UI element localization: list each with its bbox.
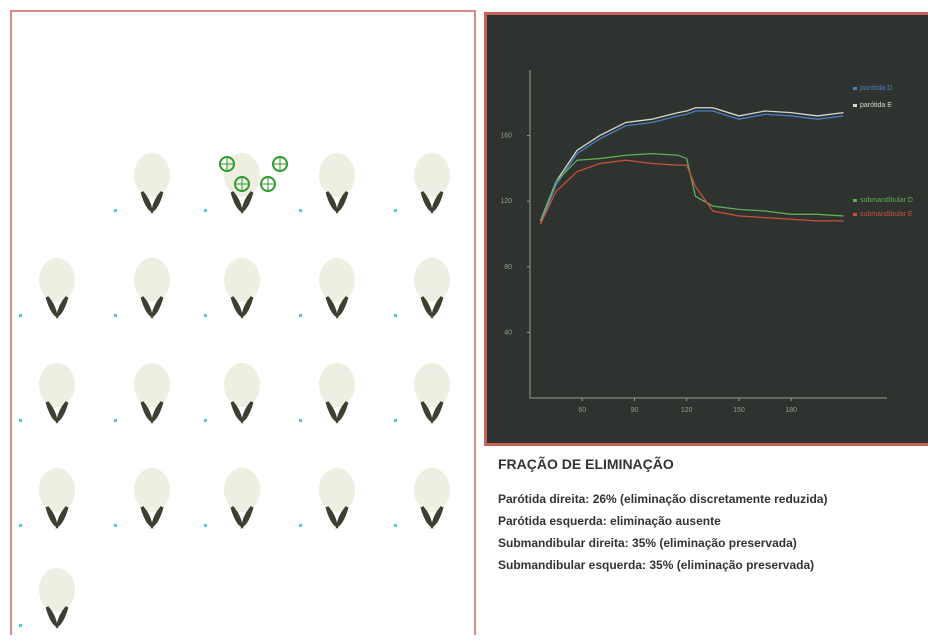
frame-marker — [394, 314, 397, 317]
legend-label: submandibular D — [860, 197, 913, 204]
report-line: Parótida esquerda: eliminação ausente — [498, 514, 928, 528]
head-silhouette — [39, 258, 75, 302]
frame-marker — [394, 419, 397, 422]
series-line — [540, 108, 843, 221]
head-silhouette — [134, 363, 170, 407]
x-tick-label: 120 — [681, 407, 693, 414]
frame-marker — [114, 314, 117, 317]
legend-label: submandibular E — [860, 211, 913, 218]
frame-grid-panel — [10, 10, 476, 635]
head-silhouette — [414, 468, 450, 512]
frame-marker — [394, 209, 397, 212]
report-heading: FRAÇÃO DE ELIMINAÇÃO — [498, 456, 928, 472]
series-line — [540, 111, 843, 224]
x-tick-label: 150 — [733, 407, 745, 414]
legend-label: parótida D — [860, 85, 892, 92]
report-line: Parótida direita: 26% (eliminação discre… — [498, 492, 928, 506]
line-text: eliminação ausente — [610, 514, 721, 528]
head-silhouette — [39, 568, 75, 612]
head-silhouette — [134, 468, 170, 512]
frame-marker — [19, 314, 22, 317]
frame-marker — [114, 524, 117, 527]
legend-swatch — [853, 213, 857, 216]
chart-panel: 40 80 120 160 60 90 120 150 180 parótida D parótid… — [484, 12, 928, 446]
head-silhouette — [319, 153, 355, 197]
frame-marker — [19, 524, 22, 527]
head-silhouette — [224, 258, 260, 302]
frame-marker — [299, 209, 302, 212]
head-silhouette — [319, 258, 355, 302]
series-line — [540, 154, 843, 221]
report-lines: Parótida direita: 26% (eliminação discre… — [498, 492, 928, 572]
frame-marker — [204, 314, 207, 317]
page: 40 80 120 160 60 90 120 150 180 parótida D parótid… — [0, 0, 928, 635]
frame-marker — [299, 419, 302, 422]
report-line: Submandibular esquerda: 35% (eliminação … — [498, 558, 928, 572]
head-silhouette — [134, 153, 170, 197]
frame-marker — [204, 524, 207, 527]
line-label: Submandibular direita: — [498, 536, 629, 550]
line-text: 26% (eliminação discretamente reduzida) — [593, 492, 828, 506]
frame-marker — [114, 419, 117, 422]
frame-marker — [299, 314, 302, 317]
legend-swatch — [853, 199, 857, 202]
chart: 40 80 120 160 60 90 120 150 180 parótida D parótid… — [487, 15, 928, 446]
line-label: Parótida esquerda: — [498, 514, 607, 528]
frame-marker — [204, 209, 207, 212]
head-silhouette — [224, 363, 260, 407]
report: FRAÇÃO DE ELIMINAÇÃO Parótida direita: 2… — [498, 456, 928, 580]
head-silhouette — [39, 468, 75, 512]
x-tick-label: 90 — [631, 407, 639, 414]
line-label: Submandibular esquerda: — [498, 558, 646, 572]
frame-marker — [114, 209, 117, 212]
head-silhouette — [414, 258, 450, 302]
y-tick-label: 40 — [504, 329, 512, 336]
line-text: 35% (eliminação preservada) — [632, 536, 797, 550]
x-tick-label: 60 — [578, 407, 586, 414]
frame-marker — [394, 524, 397, 527]
head-silhouette — [319, 468, 355, 512]
y-tick-label: 160 — [500, 133, 512, 140]
frame-marker — [19, 419, 22, 422]
legend-label: parótida E — [860, 102, 892, 109]
head-silhouette — [414, 363, 450, 407]
report-line: Submandibular direita: 35% (eliminação p… — [498, 536, 928, 550]
frame-marker — [204, 419, 207, 422]
y-tick-label: 120 — [500, 198, 512, 205]
line-label: Parótida direita: — [498, 492, 589, 506]
frame-marker — [19, 624, 22, 627]
head-silhouette — [39, 363, 75, 407]
y-tick-label: 80 — [504, 264, 512, 271]
frame-marker — [299, 524, 302, 527]
x-tick-label: 180 — [785, 407, 797, 414]
axes — [530, 70, 887, 398]
head-silhouette — [224, 468, 260, 512]
head-silhouette — [134, 258, 170, 302]
legend-swatch — [853, 87, 857, 90]
legend-swatch — [853, 104, 857, 107]
line-text: 35% (eliminação preservada) — [649, 558, 814, 572]
frames — [12, 12, 474, 637]
head-silhouette — [319, 363, 355, 407]
head-silhouette — [414, 153, 450, 197]
